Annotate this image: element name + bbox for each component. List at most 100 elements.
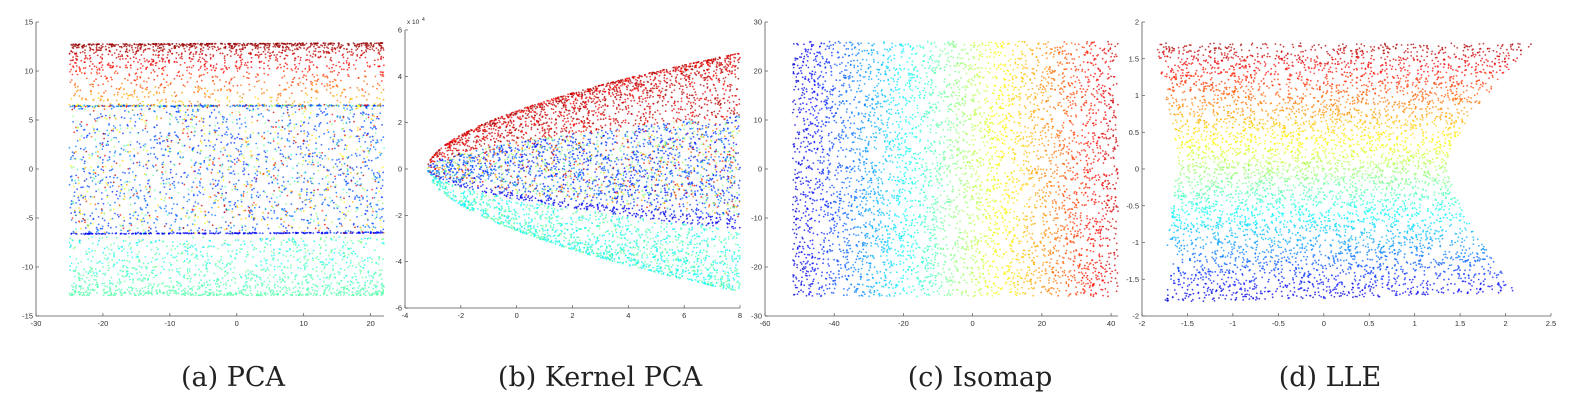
scatter-point [322, 42, 325, 45]
scatter-point [129, 94, 132, 96]
scatter-point [112, 181, 115, 184]
scatter-point [130, 246, 132, 249]
scatter-point [184, 245, 187, 248]
scatter-point [237, 42, 240, 45]
scatter-point [381, 282, 384, 285]
scatter-point [101, 58, 104, 60]
scatter-point [188, 229, 191, 232]
scatter-point [268, 55, 271, 57]
scatter-point [104, 233, 107, 235]
scatter-point [213, 82, 216, 85]
scatter-point [240, 218, 243, 220]
scatter-point [149, 284, 152, 286]
scatter-point [277, 119, 280, 122]
scatter-point [105, 118, 108, 120]
scatter-point [242, 163, 245, 166]
scatter-point [378, 178, 381, 181]
scatter-point [207, 156, 210, 159]
scatter-point [165, 178, 168, 181]
scatter-point [116, 93, 119, 96]
scatter-point [304, 92, 307, 95]
scatter-point [154, 253, 157, 256]
scatter-point [123, 232, 125, 235]
scatter-point [106, 99, 109, 102]
scatter-point [156, 157, 159, 160]
scatter-point [115, 136, 117, 139]
scatter-point [281, 76, 284, 79]
scatter-point [355, 210, 357, 213]
scatter-point [238, 153, 241, 156]
scatter-point [122, 239, 125, 242]
scatter-point [292, 287, 295, 290]
scatter-point [139, 232, 142, 235]
scatter-point [237, 149, 240, 151]
scatter-point [188, 232, 191, 235]
scatter-point [375, 141, 377, 144]
scatter-point [72, 286, 75, 288]
scatter-point [312, 64, 315, 66]
scatter-point [148, 282, 151, 285]
scatter-point [103, 91, 105, 94]
scatter-point [138, 58, 141, 61]
scatter-point [161, 163, 164, 166]
scatter-point [291, 215, 294, 218]
scatter-point [89, 271, 92, 273]
scatter-point [114, 116, 116, 119]
scatter-point [266, 243, 269, 246]
scatter-point [210, 206, 213, 209]
scatter-point [181, 144, 184, 147]
scatter-point [288, 130, 291, 133]
scatter-point [246, 285, 249, 287]
scatter-point [376, 97, 378, 99]
scatter-point [326, 122, 329, 125]
scatter-point [380, 208, 383, 211]
scatter-point [192, 64, 195, 67]
scatter-point [211, 213, 213, 216]
scatter-point [103, 282, 105, 285]
scatter-point [372, 276, 374, 279]
scatter-point [121, 55, 124, 58]
scatter-point [143, 195, 146, 197]
scatter-point [214, 131, 217, 134]
scatter-point [127, 151, 130, 154]
scatter-point [190, 229, 192, 232]
scatter-point [382, 71, 384, 74]
scatter-point [270, 96, 273, 99]
scatter-point [161, 154, 164, 157]
scatter-point [104, 272, 107, 275]
scatter-point [295, 294, 298, 296]
scatter-point [164, 60, 167, 63]
scatter-point [253, 201, 255, 204]
scatter-point [325, 50, 328, 53]
scatter-point [250, 194, 253, 196]
scatter-point [247, 61, 249, 64]
scatter-point [361, 136, 364, 139]
scatter-point [73, 232, 75, 235]
scatter-point [93, 98, 95, 101]
scatter-point [340, 119, 343, 122]
scatter-point [317, 51, 320, 53]
scatter-point [285, 48, 288, 51]
scatter-point [236, 118, 238, 121]
scatter-point [95, 48, 98, 51]
scatter-point [209, 58, 212, 60]
scatter-point [231, 261, 233, 263]
scatter-point [137, 239, 140, 241]
scatter-point [129, 213, 131, 216]
scatter-point [93, 171, 95, 174]
scatter-point [190, 166, 193, 169]
scatter-point [70, 294, 73, 297]
scatter-point [187, 217, 190, 219]
scatter-point [215, 49, 218, 52]
scatter-point [102, 289, 105, 292]
scatter-point [119, 224, 121, 227]
scatter-point [326, 203, 329, 206]
scatter-point [254, 228, 256, 231]
scatter-point [176, 259, 178, 262]
scatter-point [113, 93, 116, 96]
scatter-point [330, 282, 332, 285]
scatter-point [267, 51, 269, 53]
scatter-point [346, 51, 349, 54]
scatter-point [228, 166, 230, 168]
scatter-point [311, 161, 314, 164]
